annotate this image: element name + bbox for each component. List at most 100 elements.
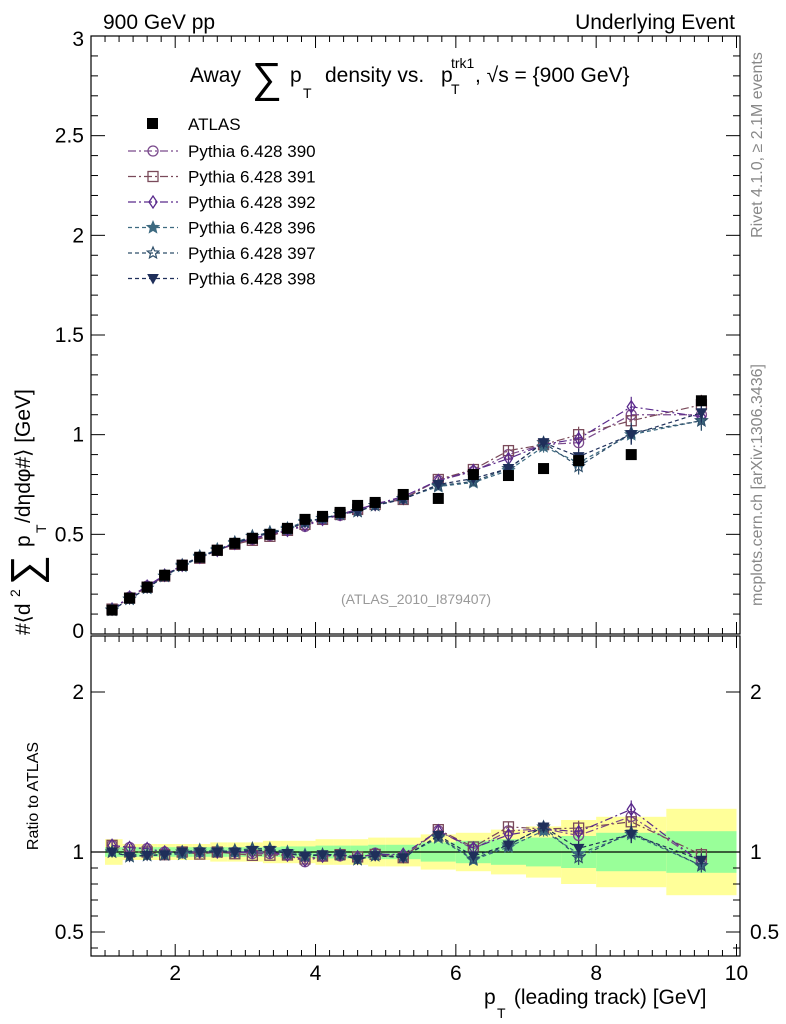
xlabel-sub-t: T [497, 1005, 506, 1021]
ratio-point [626, 802, 637, 817]
ratio-series [104, 800, 709, 873]
title-prefix: Away [190, 64, 241, 87]
atlas-data-point [264, 528, 276, 540]
series-point [625, 430, 638, 441]
ratio-point [502, 840, 515, 851]
legend-label: Pythia 6.428 396 [188, 219, 316, 238]
atlas-data-point [625, 449, 637, 461]
ratio-point [573, 824, 584, 839]
atlas-data-point [159, 569, 171, 581]
atlas-data-points [106, 395, 707, 616]
ratio-y-tick-label-right: 2 [750, 681, 762, 704]
ratio-point [397, 853, 410, 864]
main-y-tick-label: 3 [72, 28, 84, 51]
main-y-axis-label: #⟨d 2 ∑ p T /dηdφ#⟩ [GeV] [2, 389, 49, 635]
main-y-tick-label: 2 [72, 224, 84, 247]
atlas-data-point [352, 499, 364, 511]
main-series [104, 394, 709, 617]
main-y-tick-labels: 0 0.5 1 1.5 2 2.5 3 [55, 28, 84, 643]
ratio-point [264, 845, 276, 857]
title-suffix: , √s = {900 GeV} [475, 64, 630, 87]
series-line [111, 414, 702, 610]
x-tick-label: 6 [450, 962, 462, 985]
legend-marker [148, 194, 158, 210]
atlas-data-point [432, 492, 444, 504]
ylabel-p: p [12, 535, 35, 547]
title-sub-t2: T [451, 81, 460, 97]
header-right: Underlying Event [575, 11, 735, 34]
atlas-data-point [695, 395, 707, 407]
ratio-point [432, 831, 445, 842]
ratio-point [211, 847, 224, 859]
main-y-tick-label: 1 [72, 424, 84, 447]
main-panel: (ATLAS_2010_I879407) 0 0.5 1 1.5 2 2.5 3 [55, 28, 741, 643]
series-line [111, 420, 702, 611]
header-left: 900 GeV pp [103, 11, 215, 34]
ylabel-sub-t: T [33, 524, 49, 533]
series-line [111, 406, 702, 610]
atlas-data-point [281, 522, 293, 534]
atlas-data-point [369, 496, 381, 508]
series-point [537, 438, 550, 449]
series-point [694, 413, 709, 427]
ratio-frame [90, 635, 741, 957]
plot-title: Away ∑ p T density vs. p trk1 T , √s = {… [190, 54, 630, 101]
ratio-y-tick-label-right: 1 [750, 841, 762, 864]
ratio-point [299, 851, 311, 863]
rivet-note: Rivet 4.1.0, ≥ 2.1M events [749, 52, 766, 238]
ylabel-prefix: #⟨d [12, 603, 35, 635]
x-tick-label: 4 [310, 962, 322, 985]
atlas-data-point [124, 592, 136, 604]
ratio-point [228, 847, 241, 859]
legend-label: Pythia 6.428 390 [188, 142, 316, 161]
ratio-point [467, 851, 480, 863]
ratio-point [246, 845, 259, 857]
ylabel-sup2: 2 [7, 589, 23, 597]
ratio-point [176, 847, 189, 859]
ratio-y-axis-label: Ratio to ATLAS [25, 742, 42, 850]
series-line [111, 404, 702, 610]
ratio-point [537, 822, 550, 833]
ratio-point [281, 849, 294, 860]
ratio-ticks [91, 636, 740, 956]
series-point [626, 399, 637, 414]
ratio-point [369, 851, 382, 862]
ratio-panel: 0.5 0.5 1 1 2 2 2 4 6 8 10 [55, 635, 779, 985]
atlas-data-point [397, 488, 409, 500]
legend-marker [147, 274, 159, 285]
atlas-data-point [467, 469, 479, 481]
ratio-point [695, 855, 708, 867]
atlas-data-point [229, 537, 241, 549]
ylabel-sum: ∑ [2, 555, 49, 585]
legend-label: Pythia 6.428 398 [188, 270, 316, 289]
ratio-series-line [111, 830, 702, 867]
ratio-series-line [111, 826, 702, 861]
atlas-data-point [141, 581, 153, 593]
svg-text:#⟨d: #⟨d [12, 603, 35, 635]
legend-marker [147, 170, 159, 183]
atlas-data-point [317, 510, 329, 522]
title-p: p [290, 64, 302, 87]
ratio-point [694, 858, 709, 872]
ratio-point [351, 854, 364, 866]
ratio-point [106, 847, 118, 859]
ratio-point [141, 850, 153, 862]
atlas-data-point [299, 513, 311, 525]
series-point [695, 408, 708, 419]
ratio-point [572, 843, 585, 855]
x-axis-label: p T (leading track) [GeV] [484, 986, 706, 1021]
xlabel-p: p [484, 986, 496, 1009]
title-sum: ∑ [252, 54, 282, 101]
x-tick-labels: 2 4 6 8 10 [169, 962, 748, 985]
title-middle: density vs. [325, 64, 424, 87]
ratio-point [334, 850, 346, 861]
ratio-point [571, 849, 586, 864]
main-ticks [91, 35, 740, 635]
atlas-data-point [538, 463, 550, 475]
atlas-data-point [502, 470, 514, 482]
main-y-tick-label: 2.5 [55, 125, 84, 148]
legend-marker-atlas [147, 118, 158, 129]
series-point [573, 431, 584, 446]
ratio-y-tick-label: 2 [72, 681, 84, 704]
